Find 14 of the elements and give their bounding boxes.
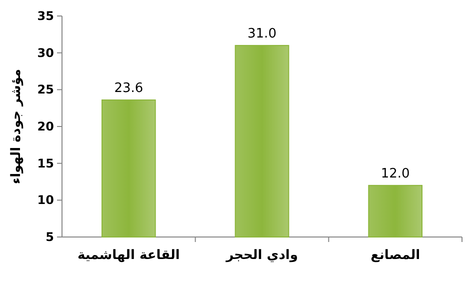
y-tick-label: 10 bbox=[37, 193, 54, 208]
y-tick-label: 5 bbox=[46, 230, 54, 244]
y-tick-label: 25 bbox=[37, 82, 54, 97]
x-tick-label: القاعة الهاشمية bbox=[77, 248, 180, 263]
y-tick-label: 35 bbox=[37, 9, 54, 23]
y-tick-label: 20 bbox=[37, 120, 54, 134]
data-label: 12.0 bbox=[380, 166, 410, 182]
x-tick-label: وادي الحجر bbox=[225, 248, 298, 263]
data-label: 23.6 bbox=[114, 80, 144, 96]
y-tick-label: 15 bbox=[37, 156, 54, 170]
y-axis-title: مؤشر جودة الهواء bbox=[9, 68, 24, 184]
x-tick-label: المصانع bbox=[370, 248, 420, 263]
data-label: 31.0 bbox=[248, 26, 276, 42]
y-tick-label: 30 bbox=[37, 46, 54, 60]
